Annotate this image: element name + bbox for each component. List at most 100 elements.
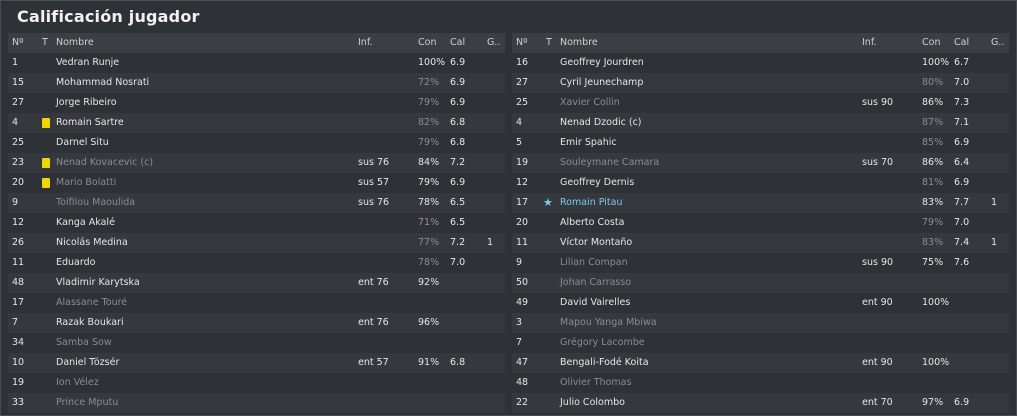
player-name[interactable]: Romain Sartre — [56, 117, 124, 128]
player-number: 4 — [516, 117, 523, 128]
player-name[interactable]: Ion Vélez — [56, 377, 99, 388]
player-name[interactable]: Razak Boukari — [56, 317, 124, 328]
player-name[interactable]: Toifilou Maoulida — [56, 197, 136, 208]
player-name[interactable]: Nenad Dzodic (c) — [560, 117, 642, 128]
table-row[interactable]: 11 Eduardo 78% 7.0 — [8, 253, 505, 273]
player-name[interactable]: Emir Spahic — [560, 137, 617, 148]
table-row[interactable]: 48 Vladimir Karytska ent 76 92% — [8, 273, 505, 293]
player-rating: 7.0 — [954, 77, 970, 88]
table-row[interactable]: 17 Romain Pitau 83% 7.7 1 ★ — [512, 193, 1009, 213]
table-row[interactable]: 22 Julio Colombo ent 70 97% 6.9 — [512, 393, 1009, 413]
player-condition: 83% — [922, 197, 944, 208]
header-con[interactable]: Con — [418, 37, 437, 48]
header-name[interactable]: Nombre — [56, 37, 94, 48]
yellow-card-icon — [42, 178, 50, 188]
header-t[interactable]: T — [546, 37, 552, 48]
player-rating: 7.2 — [450, 237, 466, 248]
header-name[interactable]: Nombre — [560, 37, 598, 48]
player-name[interactable]: Mohammad Nosrati — [56, 77, 150, 88]
table-row[interactable]: 19 Souleymane Camara sus 70 86% 6.4 — [512, 153, 1009, 173]
table-row[interactable]: 15 Mohammad Nosrati 72% 6.9 — [8, 73, 505, 93]
header-cal[interactable]: Cal — [954, 37, 970, 48]
player-name[interactable]: Johan Carrasso — [560, 277, 632, 288]
player-name[interactable]: Alassane Touré — [56, 297, 128, 308]
header-inf[interactable]: Inf. — [862, 37, 877, 48]
table-row[interactable]: 7 Razak Boukari ent 76 96% — [8, 313, 505, 333]
table-row[interactable]: 49 David Vairelles ent 90 100% — [512, 293, 1009, 313]
player-name[interactable]: Prince Mputu — [56, 397, 119, 408]
table-row[interactable]: 25 Darnel Situ 79% 6.8 — [8, 133, 505, 153]
header-t[interactable]: T — [42, 37, 48, 48]
table-row[interactable]: 4 Nenad Dzodic (c) 87% 7.1 — [512, 113, 1009, 133]
player-name[interactable]: Daniel Tözsér — [56, 357, 120, 368]
table-row[interactable]: 20 Alberto Costa 79% 7.0 — [512, 213, 1009, 233]
header-num[interactable]: Nº — [12, 37, 24, 48]
table-row[interactable]: 33 Prince Mputu — [8, 393, 505, 413]
table-row[interactable]: 26 Nicolás Medina 77% 7.2 1 — [8, 233, 505, 253]
table-row[interactable]: 10 Daniel Tözsér ent 57 91% 6.8 — [8, 353, 505, 373]
header-cal[interactable]: Cal — [450, 37, 466, 48]
table-row[interactable]: 9 Lilian Compan sus 90 75% 7.6 — [512, 253, 1009, 273]
player-rating: 7.3 — [954, 97, 970, 108]
table-row[interactable]: 27 Cyril Jeunechamp 80% 7.0 — [512, 73, 1009, 93]
table-row[interactable]: 17 Alassane Touré — [8, 293, 505, 313]
header-num[interactable]: Nº — [516, 37, 528, 48]
player-name[interactable]: Alberto Costa — [560, 217, 625, 228]
header-inf[interactable]: Inf. — [358, 37, 373, 48]
player-number: 19 — [516, 157, 529, 168]
player-name[interactable]: Bengali-Fodé Koita — [560, 357, 649, 368]
table-row[interactable]: 19 Ion Vélez — [8, 373, 505, 393]
table-row[interactable]: 7 Grégory Lacombe — [512, 333, 1009, 353]
player-number: 11 — [12, 257, 25, 268]
table-row[interactable]: 25 Xavier Collin sus 90 86% 7.3 — [512, 93, 1009, 113]
player-number: 48 — [12, 277, 25, 288]
table-row[interactable]: 1 Vedran Runje 100% 6.9 — [8, 53, 505, 73]
player-name[interactable]: Mario Bolatti — [56, 177, 117, 188]
table-row[interactable]: 47 Bengali-Fodé Koita ent 90 100% — [512, 353, 1009, 373]
player-name[interactable]: David Vairelles — [560, 297, 631, 308]
table-row[interactable]: 20 Mario Bolatti sus 57 79% 6.9 — [8, 173, 505, 193]
table-row[interactable]: 5 Emir Spahic 85% 6.9 — [512, 133, 1009, 153]
table-row[interactable]: 16 Geoffrey Jourdren 100% 6.7 — [512, 53, 1009, 73]
table-row[interactable]: 23 Nenad Kovacevic (c) sus 76 84% 7.2 — [8, 153, 505, 173]
table-row[interactable]: 11 Víctor Montaño 83% 7.4 1 — [512, 233, 1009, 253]
player-name[interactable]: Víctor Montaño — [560, 237, 633, 248]
table-row[interactable]: 50 Johan Carrasso — [512, 273, 1009, 293]
player-name[interactable]: Nenad Kovacevic (c) — [56, 157, 154, 168]
player-name[interactable]: Grégory Lacombe — [560, 337, 645, 348]
player-name[interactable]: Vladimir Karytska — [56, 277, 140, 288]
player-name[interactable]: Eduardo — [56, 257, 96, 268]
player-name[interactable]: Lilian Compan — [560, 257, 628, 268]
player-name[interactable]: Romain Pitau — [560, 197, 623, 208]
table-row[interactable]: 9 Toifilou Maoulida sus 76 78% 6.5 — [8, 193, 505, 213]
player-condition: 91% — [418, 357, 440, 368]
player-name[interactable]: Samba Sow — [56, 337, 112, 348]
table-row[interactable]: 12 Kanga Akalé 71% 6.5 — [8, 213, 505, 233]
player-name[interactable]: Xavier Collin — [560, 97, 620, 108]
player-name[interactable]: Kanga Akalé — [56, 217, 115, 228]
table-row[interactable]: 48 Olivier Thomas — [512, 373, 1009, 393]
player-condition: 100% — [922, 57, 950, 68]
table-row[interactable]: 27 Jorge Ribeiro 79% 6.9 — [8, 93, 505, 113]
player-name[interactable]: Vedran Runje — [56, 57, 120, 68]
player-name[interactable]: Mapou Yanga Mbiwa — [560, 317, 657, 328]
table-row[interactable]: 34 Samba Sow — [8, 333, 505, 353]
player-name[interactable]: Olivier Thomas — [560, 377, 632, 388]
player-name[interactable]: Jorge Ribeiro — [56, 97, 117, 108]
player-number: 20 — [516, 217, 529, 228]
player-number: 47 — [516, 357, 529, 368]
header-con[interactable]: Con — [922, 37, 941, 48]
player-name[interactable]: Darnel Situ — [56, 137, 109, 148]
table-row[interactable]: 4 Romain Sartre 82% 6.8 — [8, 113, 505, 133]
player-name[interactable]: Souleymane Camara — [560, 157, 660, 168]
player-name[interactable]: Julio Colombo — [560, 397, 625, 408]
player-name[interactable]: Nicolás Medina — [56, 237, 128, 248]
player-info: ent 76 — [358, 317, 389, 328]
player-name[interactable]: Cyril Jeunechamp — [560, 77, 644, 88]
player-name[interactable]: Geoffrey Dernis — [560, 177, 635, 188]
header-g[interactable]: G.. — [991, 37, 1005, 48]
header-g[interactable]: G.. — [487, 37, 501, 48]
table-row[interactable]: 3 Mapou Yanga Mbiwa — [512, 313, 1009, 333]
table-row[interactable]: 12 Geoffrey Dernis 81% 6.9 — [512, 173, 1009, 193]
player-name[interactable]: Geoffrey Jourdren — [560, 57, 644, 68]
